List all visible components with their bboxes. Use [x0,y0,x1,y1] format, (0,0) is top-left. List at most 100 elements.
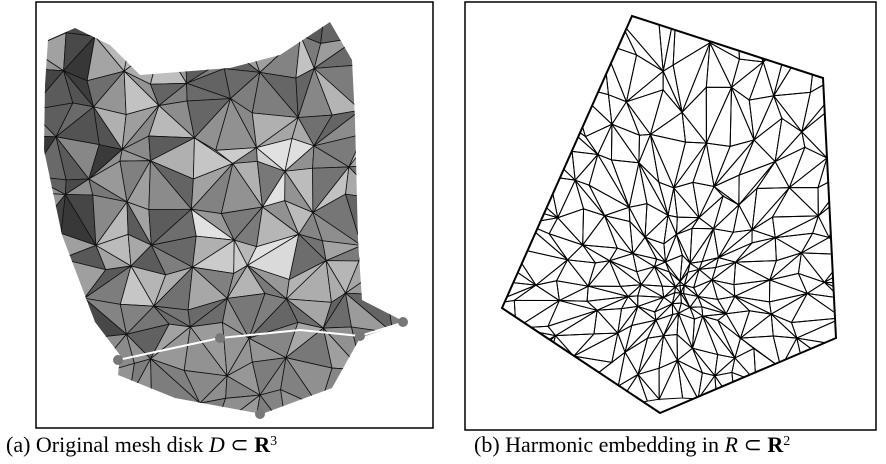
edge-cell [676,218,698,235]
edge-cell [699,267,716,280]
caption-set: R [254,432,271,457]
edge-cell [818,0,869,24]
edge-cell [826,66,883,113]
facet [154,10,191,42]
edge-cell [827,149,858,168]
edge-cell [737,0,763,62]
facet [161,10,191,42]
edge-cell [548,85,586,137]
facet [361,96,389,131]
edge-cell [870,0,886,8]
facet [185,10,235,53]
edge-cell [583,0,620,22]
edge-cell [677,348,702,373]
edge-cell [465,367,520,424]
facet [119,10,162,42]
caption-var: R [724,432,739,457]
edge-cell [692,348,714,375]
facet [361,73,389,110]
edge-cell [841,298,872,318]
edge-cell [453,0,501,65]
facet [53,400,104,430]
edge-cell [824,400,861,438]
facet [235,10,249,53]
edge-cell [495,65,530,112]
edge-cell [583,245,610,263]
edge-cell [802,360,854,404]
edge-cell [801,233,829,253]
edge-cell [672,304,678,315]
figure: (a) Original mesh disk D ⊂ R3 (b) Harmon… [0,0,886,464]
edge-cell [774,96,802,132]
edge-cell [674,143,707,188]
caption-rel: ⊂ [738,432,767,457]
edge-cell [756,0,799,62]
edge-cell [564,376,594,421]
facet [381,269,420,298]
facet [362,367,387,406]
edge-cell [756,382,785,419]
edge-cell [451,100,495,116]
edge-cell [637,267,655,285]
edge-cell [567,376,596,421]
edge-cell [583,0,620,43]
edge-cell [546,36,570,84]
edge-cell [529,110,547,140]
caption-exponent: 2 [783,434,790,449]
edge-cell [836,318,878,356]
edge-cell [536,281,559,301]
edge-cell [706,87,731,146]
edge-cell [799,0,831,24]
facet [119,10,162,42]
edge-cell [491,158,558,218]
edge-cell [682,112,706,143]
facet [362,333,393,370]
facet [154,403,200,430]
edge-cell [469,158,490,193]
facet [361,406,387,430]
edge-cell [491,140,550,176]
edge-cell [737,0,763,62]
edge-cell [455,116,501,158]
facet [91,394,129,430]
edge-cell [801,253,846,282]
edge-cell [854,131,886,169]
edge-cell [718,230,752,258]
facet [287,407,334,430]
edge-cell [588,261,620,287]
edge-cell [557,260,589,286]
edge-cell [850,400,886,438]
caption-b: (b) Harmonic embedding in R ⊂ R2 [474,432,790,457]
edge-cell [484,328,522,355]
edge-cell [659,336,677,369]
edge-cell [754,348,781,381]
facet [361,110,377,134]
edge-cell [618,306,638,333]
edge-cell [816,403,860,438]
edge-cell [741,314,774,338]
edge-cell [682,87,706,143]
facet [377,131,420,164]
edge-cell [519,367,552,393]
facet [393,299,420,333]
edge-cell [475,193,525,232]
edge-cell [583,216,618,248]
edge-cell [647,320,663,338]
facet [377,131,420,164]
edge-cell [850,380,886,403]
edge-cell [690,229,714,263]
edge-cell [437,0,490,77]
edge-cell [638,285,664,298]
facet [73,375,92,400]
edge-cell [650,90,682,135]
edge-cell [772,188,818,217]
edge-cell [625,320,656,352]
edge-cell [857,8,886,66]
edge-cell [629,207,645,237]
edge-cell [626,90,663,135]
edge-cell [818,0,869,24]
caption-exponent: 3 [270,434,277,449]
vertex [215,333,225,343]
edge-cell [595,352,625,386]
facet [359,10,383,53]
